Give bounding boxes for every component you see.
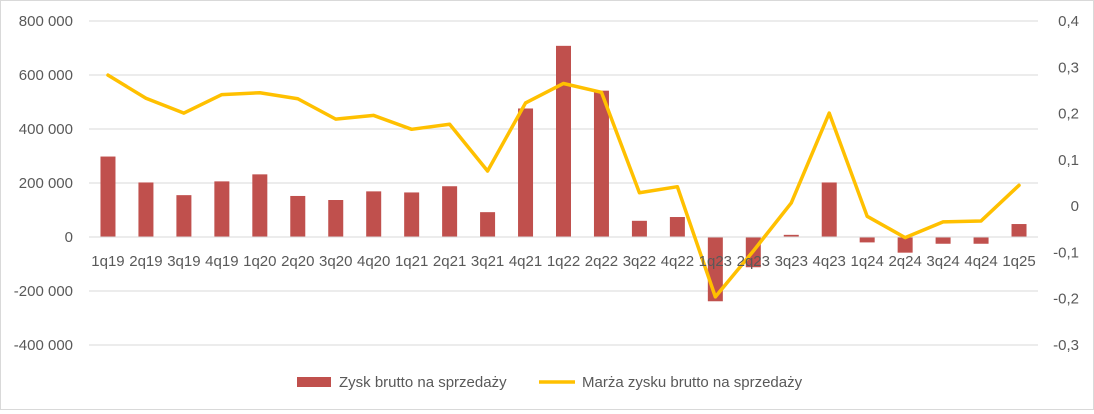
left-axis-ticks: -400 000 -200 000 0 200 000 400 000 600 000 80… <box>14 13 73 354</box>
bar-1q21 <box>404 192 420 237</box>
right-tick-label: 0 <box>1071 198 1079 215</box>
category-label-3q19: 3q19 <box>167 253 200 270</box>
line-point-1q21 <box>410 127 414 131</box>
bar-4q21 <box>518 108 534 237</box>
category-label-3q21: 3q21 <box>471 253 504 270</box>
category-label-3q20: 3q20 <box>319 253 352 270</box>
right-tick-label: -0,2 <box>1053 291 1079 308</box>
line-point-4q24 <box>979 219 983 223</box>
line-point-2q23 <box>751 249 755 253</box>
line-point-4q21 <box>524 101 528 105</box>
bar-1q20 <box>252 174 268 237</box>
bar-4q20 <box>366 191 382 237</box>
category-label-4q19: 4q19 <box>205 253 238 270</box>
bar-3q20 <box>328 200 344 237</box>
line-point-4q22 <box>675 185 679 189</box>
bar-2q24 <box>897 237 913 253</box>
line-point-1q23 <box>713 295 717 299</box>
category-label-1q20: 1q20 <box>243 253 276 270</box>
bar-2q20 <box>290 195 306 237</box>
line-point-2q22 <box>599 90 603 94</box>
category-label-4q24: 4q24 <box>964 253 997 270</box>
category-label-1q19: 1q19 <box>91 253 124 270</box>
category-label-2q24: 2q24 <box>888 253 921 270</box>
category-label-4q23: 4q23 <box>813 253 846 270</box>
left-tick-label: -400 000 <box>14 337 73 354</box>
bar-2q22 <box>593 90 609 237</box>
bar-4q22 <box>669 217 685 237</box>
bar-1q19 <box>100 156 116 237</box>
bar-1q25 <box>1011 224 1027 237</box>
category-label-2q19: 2q19 <box>129 253 162 270</box>
line-series <box>106 73 1021 299</box>
category-label-2q22: 2q22 <box>585 253 618 270</box>
line-point-4q19 <box>220 93 224 97</box>
bar-3q21 <box>480 212 496 237</box>
category-label-1q24: 1q24 <box>850 253 883 270</box>
left-tick-label: -200 000 <box>14 283 73 300</box>
category-label-4q21: 4q21 <box>509 253 542 270</box>
bar-4q19 <box>214 181 230 237</box>
category-label-2q20: 2q20 <box>281 253 314 270</box>
line-point-1q20 <box>258 91 262 95</box>
line-point-3q20 <box>334 117 338 121</box>
category-label-2q21: 2q21 <box>433 253 466 270</box>
right-tick-label: -0,1 <box>1053 244 1079 261</box>
left-tick-label: 0 <box>65 229 73 246</box>
line-point-1q25 <box>1017 183 1021 187</box>
category-label-1q23: 1q23 <box>699 253 732 270</box>
line-point-3q24 <box>941 220 945 224</box>
category-label-1q21: 1q21 <box>395 253 428 270</box>
legend-bar-label: Zysk brutto na sprzedaży <box>339 374 507 391</box>
bar-1q24 <box>859 237 875 243</box>
line-point-3q21 <box>486 169 490 173</box>
category-label-2q23: 2q23 <box>737 253 770 270</box>
line-point-4q23 <box>827 111 831 115</box>
bar-4q23 <box>821 182 837 237</box>
line-point-2q21 <box>448 122 452 126</box>
legend-line-label: Marża zysku brutto na sprzedaży <box>582 374 803 391</box>
category-axis-labels: 1q19 2q19 3q19 4q19 1q20 2q20 3q20 4q20 1q21 2q21… <box>91 253 1035 270</box>
right-axis-ticks: -0,3 -0,2 -0,1 0 0,1 0,2 0,3 0,4 <box>1053 13 1079 354</box>
bar-2q21 <box>442 186 458 237</box>
line-point-2q20 <box>296 97 300 101</box>
right-tick-label: 0,4 <box>1058 13 1079 30</box>
left-tick-label: 600 000 <box>19 67 73 84</box>
category-label-3q23: 3q23 <box>775 253 808 270</box>
right-tick-label: 0,1 <box>1058 152 1079 169</box>
left-tick-label: 400 000 <box>19 121 73 138</box>
category-label-4q20: 4q20 <box>357 253 390 270</box>
right-tick-label: 0,2 <box>1058 106 1079 123</box>
legend-bar-swatch <box>297 377 331 387</box>
bar-3q22 <box>631 220 647 237</box>
category-label-1q25: 1q25 <box>1002 253 1035 270</box>
bar-3q19 <box>176 195 192 237</box>
line-point-3q23 <box>789 201 793 205</box>
category-label-4q22: 4q22 <box>661 253 694 270</box>
line-point-1q22 <box>562 81 565 85</box>
line-point-1q19 <box>106 73 110 77</box>
line-point-3q19 <box>182 111 186 115</box>
line-point-2q19 <box>144 96 148 100</box>
bar-3q23 <box>783 234 799 237</box>
category-label-1q22: 1q22 <box>547 253 580 270</box>
bar-3q24 <box>935 237 951 244</box>
right-tick-label: 0,3 <box>1058 59 1079 76</box>
bar-1q22 <box>556 45 571 238</box>
category-label-3q24: 3q24 <box>926 253 959 270</box>
line-point-3q22 <box>637 191 641 195</box>
right-tick-label: -0,3 <box>1053 337 1079 354</box>
bar-4q24 <box>973 237 989 244</box>
line-point-1q24 <box>865 214 869 218</box>
bar-2q19 <box>138 182 154 237</box>
left-tick-label: 200 000 <box>19 175 73 192</box>
left-tick-label: 800 000 <box>19 13 73 30</box>
category-label-3q22: 3q22 <box>623 253 656 270</box>
legend: Zysk brutto na sprzedaży Marża zysku bru… <box>297 374 803 391</box>
line-point-2q24 <box>903 236 907 240</box>
line-point-4q20 <box>372 113 376 117</box>
bar-series <box>100 45 1027 302</box>
